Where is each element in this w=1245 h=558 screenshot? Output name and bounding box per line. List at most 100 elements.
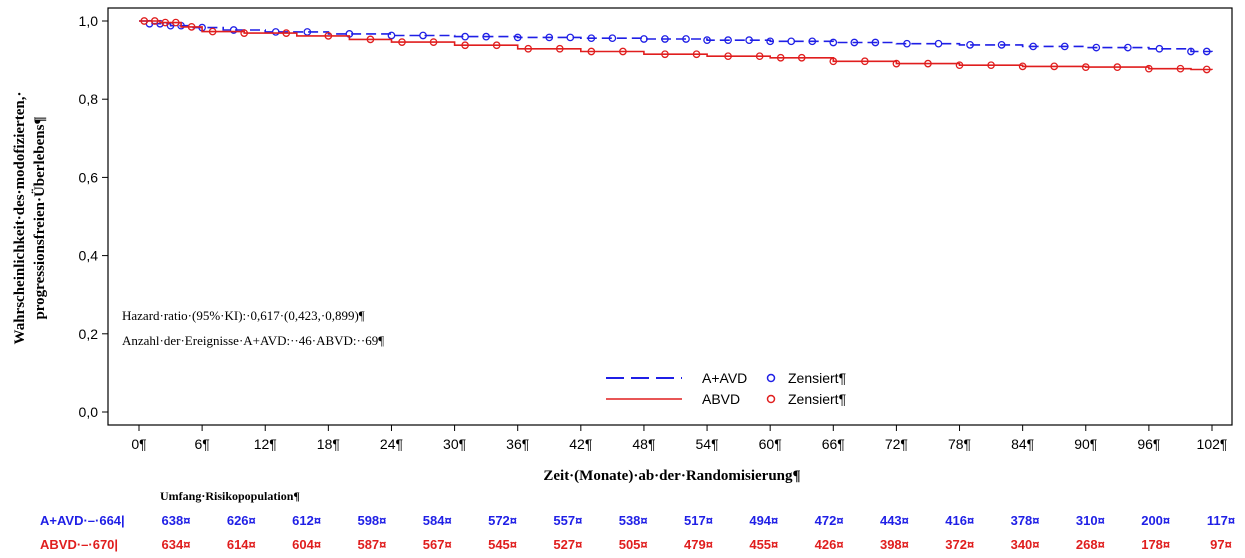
- censor-marker: [398, 38, 406, 46]
- censor-marker: [282, 29, 291, 37]
- legend-censor-marker-aavd: [766, 373, 776, 383]
- risk-cell: 572¤: [488, 513, 517, 528]
- y-tick-label: 0,0: [79, 404, 99, 420]
- y-tick-label: 0,2: [79, 326, 99, 342]
- risk-cell: 426¤: [815, 537, 844, 552]
- hazard-ratio-text: Hazard·ratio·(95%·KI):·0,617·(0,423,·0,8…: [122, 308, 365, 323]
- censor-marker: [1176, 64, 1185, 73]
- risk-cell: 527¤: [553, 537, 582, 552]
- censor-marker: [1123, 43, 1132, 52]
- censor-marker: [150, 17, 159, 25]
- x-tick-label: 36¶: [506, 436, 529, 452]
- censor-marker: [1187, 47, 1195, 56]
- risk-cell: 472¤: [815, 513, 844, 528]
- plot-axes: 0,0 0,2 0,4 0,6 0,8 1,0 0¶ 6¶ 12¶ 18¶ 24¶ 30¶ 36¶ 42¶…: [79, 7, 1233, 452]
- x-tick-label: 18¶: [317, 436, 340, 452]
- censor-marker: [934, 39, 943, 48]
- risk-row-label: A+AVD·–·664|: [40, 513, 125, 528]
- x-tick-label: 54¶: [696, 436, 719, 452]
- censor-marker: [271, 28, 280, 36]
- x-tick-label: 30¶: [443, 436, 466, 452]
- censor-marker: [461, 41, 469, 50]
- risk-cell: 479¤: [684, 537, 713, 552]
- x-tick-label: 96¶: [1137, 436, 1160, 452]
- risk-cell: 97¤: [1210, 537, 1232, 552]
- censor-marker: [797, 53, 806, 62]
- legend: A+AVD Zensiert¶ ABVD Zensiert¶: [606, 370, 846, 407]
- censor-marker: [1155, 44, 1164, 53]
- series-layer: [139, 17, 1213, 74]
- risk-cell: 612¤: [292, 513, 321, 528]
- censor-marker: [1018, 62, 1027, 71]
- risk-cell: 604¤: [292, 537, 321, 552]
- risk-cell: 372¤: [945, 537, 974, 552]
- censor-marker: [1060, 42, 1069, 51]
- censor-marker: [566, 33, 575, 42]
- y-axis-title-line1: Wahrscheinlichkeit·des·modofizierten,·: [12, 92, 28, 345]
- censor-marker: [903, 39, 911, 48]
- censor-marker: [997, 41, 1006, 49]
- risk-cell: 584¤: [423, 513, 452, 528]
- censor-marker: [619, 47, 627, 56]
- censor-marker: [892, 59, 901, 68]
- risk-cell: 340¤: [1011, 537, 1040, 552]
- censor-marker: [1145, 64, 1153, 73]
- x-tick-label: 60¶: [759, 436, 782, 452]
- censor-marker: [703, 36, 711, 45]
- legend-label-abvd: ABVD: [702, 391, 740, 407]
- censor-marker: [808, 37, 817, 46]
- risk-cell: 455¤: [749, 537, 778, 552]
- censor-marker: [587, 34, 596, 43]
- censor-marker: [1113, 63, 1122, 71]
- x-tick-label: 72¶: [885, 436, 908, 452]
- risk-cell: 538¤: [619, 513, 648, 528]
- plot-frame: [107, 7, 1233, 426]
- y-tick-label: 0,6: [79, 169, 99, 185]
- legend-censored-label-aavd: Zensiert¶: [788, 370, 846, 386]
- censor-marker: [161, 18, 170, 27]
- risk-cell: 443¤: [880, 513, 909, 528]
- risk-cell: 545¤: [488, 537, 517, 552]
- x-tick-label: 24¶: [380, 436, 403, 452]
- censor-marker: [429, 38, 438, 46]
- censor-marker: [1092, 43, 1101, 52]
- censor-marker: [640, 35, 648, 43]
- x-tick-label: 66¶: [822, 436, 845, 452]
- risk-cell: 117¤: [1207, 513, 1235, 528]
- censor-marker: [1202, 65, 1211, 74]
- x-tick-label: 84¶: [1011, 436, 1034, 452]
- censor-marker: [755, 52, 764, 61]
- censor-marker: [366, 35, 375, 44]
- censor-marker: [724, 36, 732, 45]
- x-tick-label: 0¶: [131, 436, 146, 452]
- censor-marker: [492, 41, 501, 50]
- censor-marker: [187, 23, 196, 31]
- risk-cell: 268¤: [1076, 537, 1105, 552]
- censor-marker: [871, 38, 880, 47]
- censor-marker: [513, 33, 522, 42]
- event-count-text: Anzahl·der·Ereignisse·A+AVD:··46·ABVD:··…: [122, 333, 384, 348]
- risk-table: A+AVD·–·664| 638¤ 626¤ 612¤ 598¤ 584¤ 572¤ 557¤…: [40, 513, 1235, 552]
- censor-marker: [587, 47, 596, 56]
- censor-marker: [955, 61, 964, 70]
- risk-cell: 638¤: [162, 513, 191, 528]
- risk-cell: 626¤: [227, 513, 256, 528]
- censor-marker: [229, 26, 238, 34]
- x-tick-label: 102¶: [1197, 436, 1228, 452]
- censor-marker: [745, 36, 753, 45]
- risk-cell: 557¤: [553, 513, 582, 528]
- series-line-aavd: [139, 20, 1213, 53]
- censor-marker: [661, 50, 669, 59]
- x-tick-label: 78¶: [948, 436, 971, 452]
- risk-cell: 598¤: [357, 513, 386, 528]
- y-axis-title-line2: progressionsfreien·Überlebens¶: [31, 116, 48, 319]
- censor-marker: [1029, 42, 1038, 51]
- censor-marker: [966, 41, 974, 49]
- censor-marker: [461, 32, 469, 41]
- x-tick-label: 90¶: [1074, 436, 1097, 452]
- x-axis-title: Zeit·(Monate)·ab·der·Randomisierung¶: [543, 468, 800, 484]
- y-tick-label: 0,8: [79, 91, 99, 107]
- censor-marker: [829, 38, 838, 47]
- legend-censor-marker-abvd: [766, 394, 776, 404]
